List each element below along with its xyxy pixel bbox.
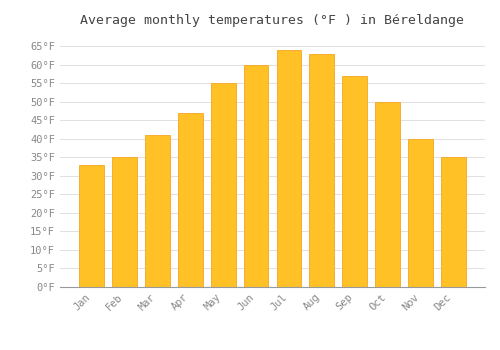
Bar	[441, 157, 466, 287]
Bar	[276, 50, 301, 287]
Bar	[376, 102, 400, 287]
Bar	[310, 54, 334, 287]
Title: Average monthly temperatures (°F ) in Béreldange: Average monthly temperatures (°F ) in Bé…	[80, 14, 464, 27]
Bar	[178, 113, 203, 287]
Bar	[408, 139, 433, 287]
Bar	[80, 165, 104, 287]
Bar	[145, 135, 170, 287]
Bar	[112, 157, 137, 287]
Bar	[342, 76, 367, 287]
Bar	[211, 83, 236, 287]
Bar	[244, 65, 268, 287]
